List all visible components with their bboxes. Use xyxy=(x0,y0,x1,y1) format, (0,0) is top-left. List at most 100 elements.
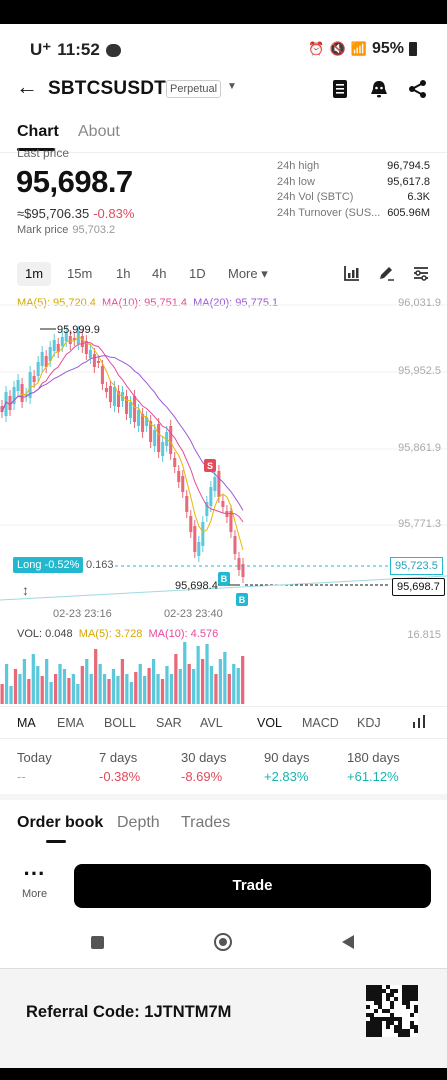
chart-settings-icon[interactable] xyxy=(412,264,430,282)
volume-bar xyxy=(147,668,151,704)
qr-module xyxy=(406,1033,410,1037)
candle-body xyxy=(60,337,64,346)
alert-bell-icon[interactable] xyxy=(368,78,390,100)
qr-module xyxy=(414,1025,418,1029)
volume-bar xyxy=(169,674,174,704)
candle-body xyxy=(20,384,24,402)
qr-module xyxy=(386,985,390,989)
qr-module xyxy=(370,993,374,997)
qr-module xyxy=(366,993,370,997)
qr-module xyxy=(374,1021,378,1025)
chart-type-icon[interactable] xyxy=(343,264,361,282)
ma20-legend: MA(20): 95,775.1 xyxy=(193,297,279,309)
perf-value: -0.38% xyxy=(99,769,141,784)
qr-module xyxy=(410,1013,414,1017)
qr-module xyxy=(370,985,374,989)
timeframe-more[interactable]: More ▾ xyxy=(228,266,268,281)
qr-module xyxy=(366,1005,370,1009)
indicator-ema[interactable]: EMA xyxy=(57,716,85,730)
qr-module xyxy=(374,993,378,997)
vol-axis-label: 16.815 xyxy=(407,629,441,641)
volume-chart xyxy=(0,642,245,704)
qr-module xyxy=(386,1017,390,1021)
timeframe-1m[interactable]: 1m xyxy=(17,262,52,286)
qr-module xyxy=(406,985,410,989)
back-arrow-icon[interactable]: ← xyxy=(16,74,38,99)
tabs-divider xyxy=(0,152,447,153)
high-marker-label: 95,999.9 xyxy=(57,324,100,336)
candle-body xyxy=(213,477,217,491)
qr-module xyxy=(382,1017,386,1021)
stat-row: 24h low 95,617.8 xyxy=(277,176,430,192)
timeframe-15m[interactable]: 15m xyxy=(67,266,93,281)
qr-module xyxy=(394,989,398,993)
candle-body xyxy=(32,376,36,382)
qr-module xyxy=(378,1017,382,1021)
referral-footer: Referral Code: 1JTNTM7M xyxy=(0,968,447,1068)
volume-bar xyxy=(116,676,120,704)
ma10-legend: MA(10): 95,751.4 xyxy=(102,297,187,309)
qr-module xyxy=(370,1013,374,1017)
volume-bar xyxy=(143,676,147,704)
volume-bar xyxy=(22,659,27,704)
perf-30d: 30 days -8.69% xyxy=(181,750,227,784)
indicator-boll[interactable]: BOLL xyxy=(104,716,136,730)
tab-order-book[interactable]: Order book xyxy=(17,814,104,831)
indicator-avl[interactable]: AVL xyxy=(200,716,223,730)
indicator-sar[interactable]: SAR xyxy=(156,716,182,730)
qr-module xyxy=(414,1009,418,1013)
qr-module xyxy=(402,985,406,989)
qr-module xyxy=(374,1029,378,1033)
vol-ma5: MA(5): 3.728 xyxy=(78,628,143,640)
tab-trades[interactable]: Trades xyxy=(181,814,231,831)
more-button[interactable]: ··· More xyxy=(22,863,47,901)
indicator-macd[interactable]: MACD xyxy=(302,716,339,730)
candle-body xyxy=(76,332,80,344)
volume-bar xyxy=(102,674,107,704)
last-price-box: 95,698.7 xyxy=(392,578,445,596)
draw-tool-icon[interactable] xyxy=(377,264,395,282)
book-icon[interactable] xyxy=(329,78,351,100)
tab-about[interactable]: About xyxy=(78,123,120,140)
qr-code xyxy=(366,985,418,1037)
candlestick-chart[interactable]: S B B xyxy=(0,292,447,622)
drag-handle-icon[interactable]: ↕ xyxy=(22,582,29,598)
stat-value: 95,617.8 xyxy=(387,175,430,188)
indicator-kdj[interactable]: KDJ xyxy=(357,716,381,730)
qr-module xyxy=(386,1021,390,1025)
indicator-ma[interactable]: MA xyxy=(17,716,36,730)
tab-underline xyxy=(17,148,55,151)
tab-depth[interactable]: Depth xyxy=(117,814,160,831)
candle-body xyxy=(12,387,16,404)
timeframe-4h[interactable]: 4h xyxy=(152,266,167,281)
home-icon[interactable] xyxy=(214,933,232,951)
recent-apps-icon[interactable] xyxy=(91,936,104,949)
stat-row: 24h Turnover (SUS... 605.96M xyxy=(277,207,430,223)
qr-module xyxy=(374,989,378,993)
timeframe-1d[interactable]: 1D xyxy=(189,266,206,281)
long-position-badge[interactable]: Long -0.52% xyxy=(13,557,84,573)
nav-back-icon[interactable] xyxy=(342,935,354,949)
sell-marker xyxy=(204,459,216,472)
symbol-title[interactable]: SBTCSUSDT xyxy=(48,78,166,99)
share-icon[interactable] xyxy=(407,78,429,100)
qr-module xyxy=(410,993,414,997)
perf-value: +2.83% xyxy=(264,769,309,784)
volume-bar xyxy=(196,646,200,704)
tab-chart[interactable]: Chart xyxy=(17,123,59,140)
indicator-vol[interactable]: VOL xyxy=(257,716,283,730)
qr-module xyxy=(390,1013,394,1017)
qr-module xyxy=(398,1029,402,1033)
qr-module xyxy=(370,997,374,1001)
qr-module xyxy=(378,997,382,1001)
trade-button[interactable]: Trade xyxy=(74,864,431,908)
volume-bar xyxy=(58,664,62,704)
symbol-dropdown-icon[interactable]: ▼ xyxy=(227,81,237,92)
candle-body xyxy=(217,471,221,497)
volume-bar xyxy=(49,682,53,704)
candle-body xyxy=(181,476,185,492)
indicator-settings-icon[interactable] xyxy=(411,714,427,730)
timeframe-1h[interactable]: 1h xyxy=(116,266,131,281)
candle-body xyxy=(8,396,12,410)
qr-module xyxy=(414,1005,418,1009)
